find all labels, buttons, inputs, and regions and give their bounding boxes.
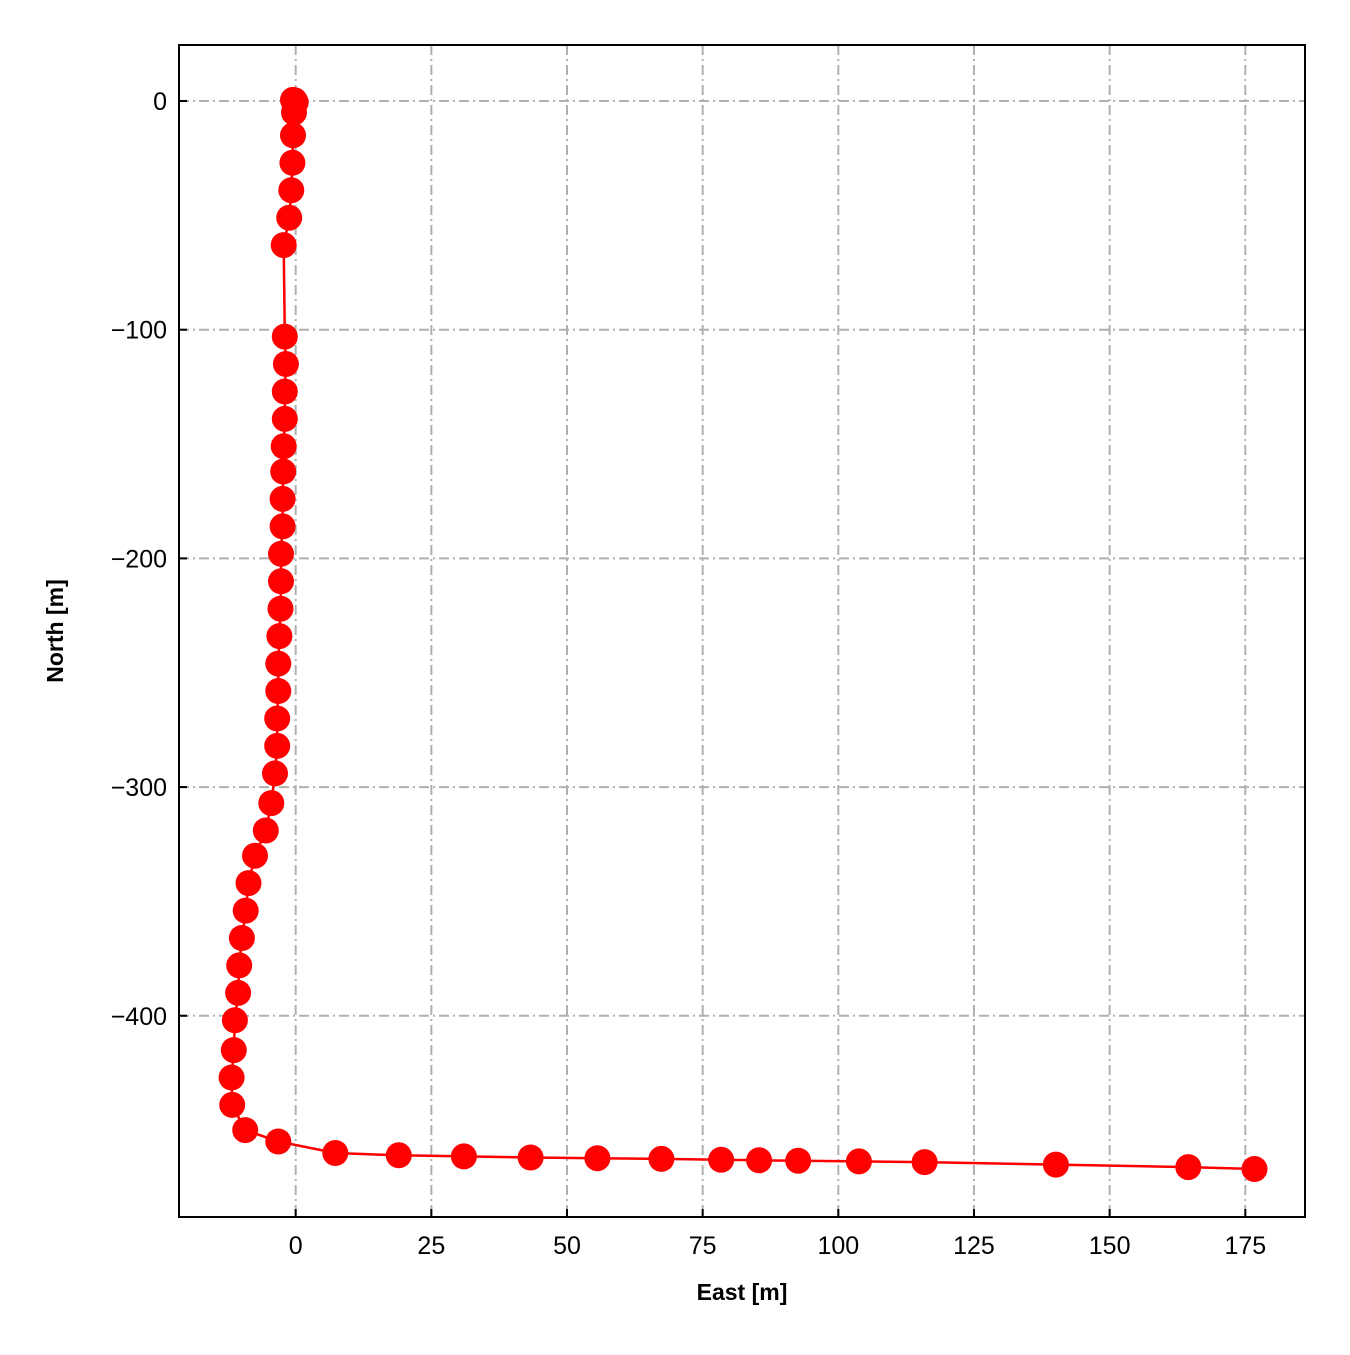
data-point [220, 1037, 247, 1064]
grid-layer [179, 45, 1305, 1217]
x-tick-label: 0 [289, 1232, 303, 1260]
data-point [271, 323, 298, 350]
data-point [264, 705, 291, 732]
data-point [225, 979, 252, 1006]
x-tick-label: 75 [689, 1232, 717, 1260]
data-point [270, 433, 297, 460]
data-point [1241, 1156, 1268, 1182]
data-point [1042, 1151, 1069, 1178]
data-point [269, 513, 296, 540]
data-point [911, 1149, 938, 1176]
data-point [235, 870, 262, 897]
plot-frame [178, 44, 1306, 1218]
data-point [268, 568, 294, 595]
data-point [226, 952, 253, 979]
data-point [221, 1007, 248, 1034]
data-point [279, 149, 306, 176]
data-point [272, 351, 299, 377]
data-point [242, 842, 268, 869]
x-tick-label: 150 [1089, 1232, 1131, 1260]
data-point [271, 378, 298, 405]
data-point [271, 405, 298, 432]
series-line [230, 98, 1255, 1171]
y-tick-label: −300 [111, 774, 167, 802]
series-layer [218, 86, 1268, 1182]
data-point [267, 595, 294, 622]
data-point [262, 760, 288, 787]
data-point [278, 177, 305, 204]
data-point [322, 1140, 349, 1166]
data-point [266, 623, 293, 650]
data-point [1175, 1154, 1202, 1181]
x-tick-label: 25 [417, 1232, 445, 1260]
data-point [265, 650, 292, 677]
y-tick-label: −200 [111, 545, 167, 573]
data-point [785, 1147, 812, 1174]
data-point [746, 1147, 773, 1174]
data-point [218, 1064, 245, 1091]
y-tick-label: −400 [111, 1003, 167, 1031]
x-tick-label: 100 [817, 1232, 859, 1260]
data-point [584, 1145, 611, 1172]
x-tick-label: 125 [953, 1232, 995, 1260]
data-point [232, 1117, 259, 1144]
y-tick-label: 0 [153, 88, 167, 116]
data-point [265, 678, 292, 704]
data-point [232, 897, 259, 924]
data-point [450, 1143, 477, 1170]
data-point [219, 1091, 246, 1118]
ticks-layer: 0 25 50 75 100 125 150 175 0 −100 −200 −300 −400 [111, 88, 1266, 1260]
data-point [269, 485, 296, 512]
data-point [708, 1146, 735, 1173]
y-axis-label: North [m] [42, 579, 68, 682]
data-point [517, 1144, 544, 1171]
data-point [268, 540, 294, 567]
x-tick-label: 50 [553, 1232, 581, 1260]
data-point [228, 925, 255, 951]
data-point [648, 1145, 675, 1172]
data-point [270, 232, 297, 259]
data-point [281, 99, 307, 126]
x-axis-label: East [m] [697, 1279, 788, 1305]
data-point [845, 1148, 872, 1175]
x-tick-label: 175 [1224, 1232, 1266, 1260]
data-point [265, 1128, 292, 1155]
data-point [252, 817, 279, 844]
data-point [385, 1142, 412, 1169]
data-point [280, 122, 306, 149]
data-point [258, 790, 285, 817]
data-point [264, 732, 291, 759]
data-point [276, 204, 303, 231]
data-point [270, 458, 297, 485]
y-tick-label: −100 [111, 317, 167, 345]
